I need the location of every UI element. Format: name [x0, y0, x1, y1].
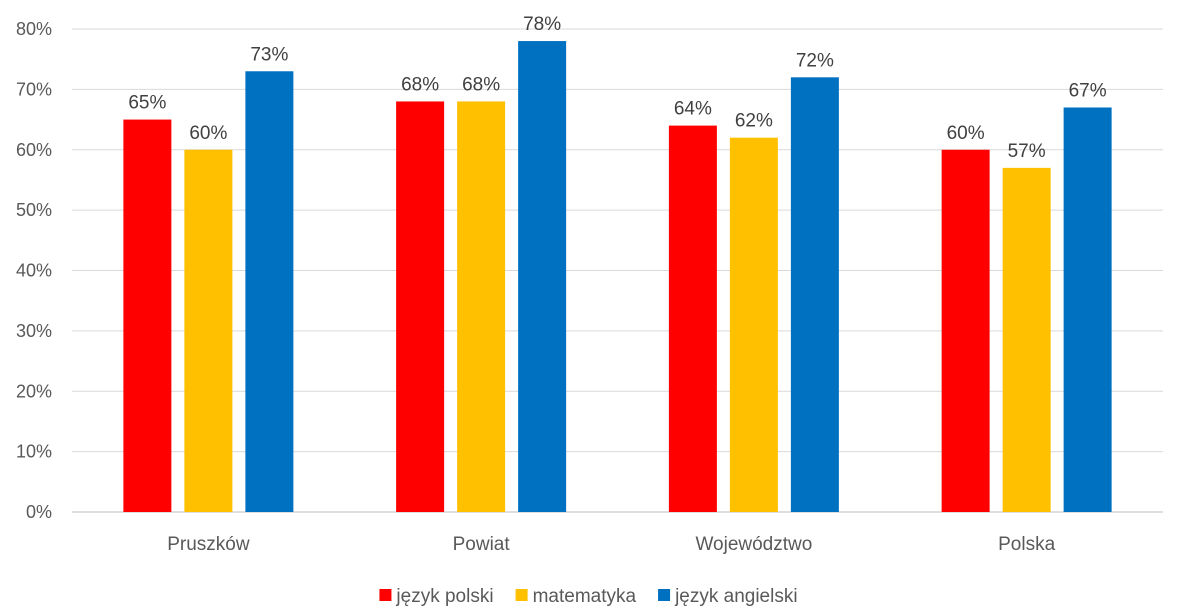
bar: [245, 71, 294, 512]
legend-swatch: [658, 589, 671, 601]
legend: język polski matematyka język angielski: [379, 586, 798, 607]
data-label: 67%: [1069, 80, 1107, 101]
y-tick-label: 20%: [16, 381, 52, 401]
y-tick-label: 80%: [16, 19, 52, 39]
data-label: 73%: [250, 44, 288, 65]
bar: [123, 119, 172, 512]
data-label: 62%: [735, 111, 773, 132]
bar: [941, 149, 990, 512]
x-tick-label: Pruszków: [167, 534, 250, 555]
data-label: 78%: [523, 14, 561, 35]
legend-label: język polski: [395, 586, 493, 607]
data-label: 64%: [674, 99, 712, 120]
x-tick-label: Województwo: [695, 534, 812, 555]
bar: [184, 149, 233, 512]
x-tick-label: Powiat: [453, 534, 511, 555]
data-label: 68%: [401, 74, 439, 95]
y-tick-label: 30%: [16, 321, 52, 341]
y-tick-label: 50%: [16, 200, 52, 220]
x-axis: Pruszków Powiat Województwo Polska: [167, 534, 1055, 555]
y-tick-label: 0%: [26, 502, 52, 522]
bar: [518, 41, 567, 512]
bar: [457, 101, 506, 512]
bar: [396, 101, 445, 512]
bar: [668, 125, 717, 512]
data-label: 57%: [1008, 141, 1046, 162]
bar: [729, 137, 778, 513]
bar: [1002, 167, 1051, 513]
x-tick-label: Polska: [998, 534, 1055, 555]
data-label: 68%: [462, 74, 500, 95]
y-axis: 0% 10% 20% 30% 40% 50% 60% 70% 80%: [16, 19, 52, 522]
data-label: 65%: [128, 93, 166, 114]
y-tick-label: 10%: [16, 442, 52, 462]
data-labels: 65% 60% 73% 68% 68% 78% 64% 62% 72% 60% 57% 67%: [128, 14, 1106, 162]
legend-label: matematyka: [533, 586, 637, 607]
legend-swatch: [379, 589, 392, 601]
gridlines: [72, 28, 1163, 513]
bars: [123, 41, 1112, 513]
bar: [790, 77, 839, 513]
y-tick-label: 40%: [16, 261, 52, 281]
data-label: 60%: [189, 123, 227, 144]
y-tick-label: 70%: [16, 79, 52, 99]
legend-swatch: [515, 589, 528, 601]
legend-label: język angielski: [674, 586, 798, 607]
data-label: 72%: [796, 50, 834, 71]
data-label: 60%: [947, 123, 985, 144]
bar: [1063, 107, 1112, 513]
y-tick-label: 60%: [16, 140, 52, 160]
